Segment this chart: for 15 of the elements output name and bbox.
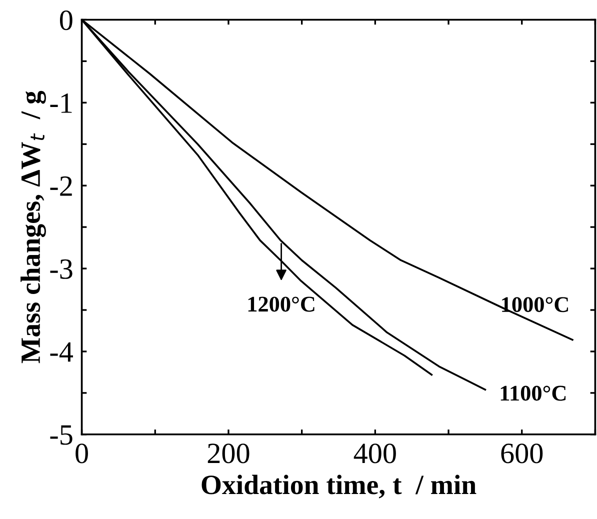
annotation: 1100°C bbox=[500, 386, 566, 401]
y-tick-label: 0 bbox=[60, 10, 72, 30]
y-tick-label: -5 bbox=[50, 425, 72, 445]
y-axis-title: Mass changes, ΔW$_{t}$ / g bbox=[20, 90, 46, 364]
x-tick-label: 600 bbox=[501, 444, 543, 464]
annotation: 1000°C bbox=[502, 297, 568, 312]
x-axis-title: Oxidation time, t / min bbox=[202, 474, 476, 498]
x-tick-label: 0 bbox=[76, 444, 88, 464]
y-tick-label: -3 bbox=[50, 259, 72, 279]
x-tick-label: 200 bbox=[208, 444, 250, 464]
y-tick-label: -2 bbox=[50, 176, 72, 196]
y-tick-label: -1 bbox=[50, 94, 72, 113]
x-tick-label: 400 bbox=[354, 444, 396, 464]
y-tick-label: -4 bbox=[50, 342, 73, 362]
annotation: 1200°C bbox=[248, 296, 314, 312]
